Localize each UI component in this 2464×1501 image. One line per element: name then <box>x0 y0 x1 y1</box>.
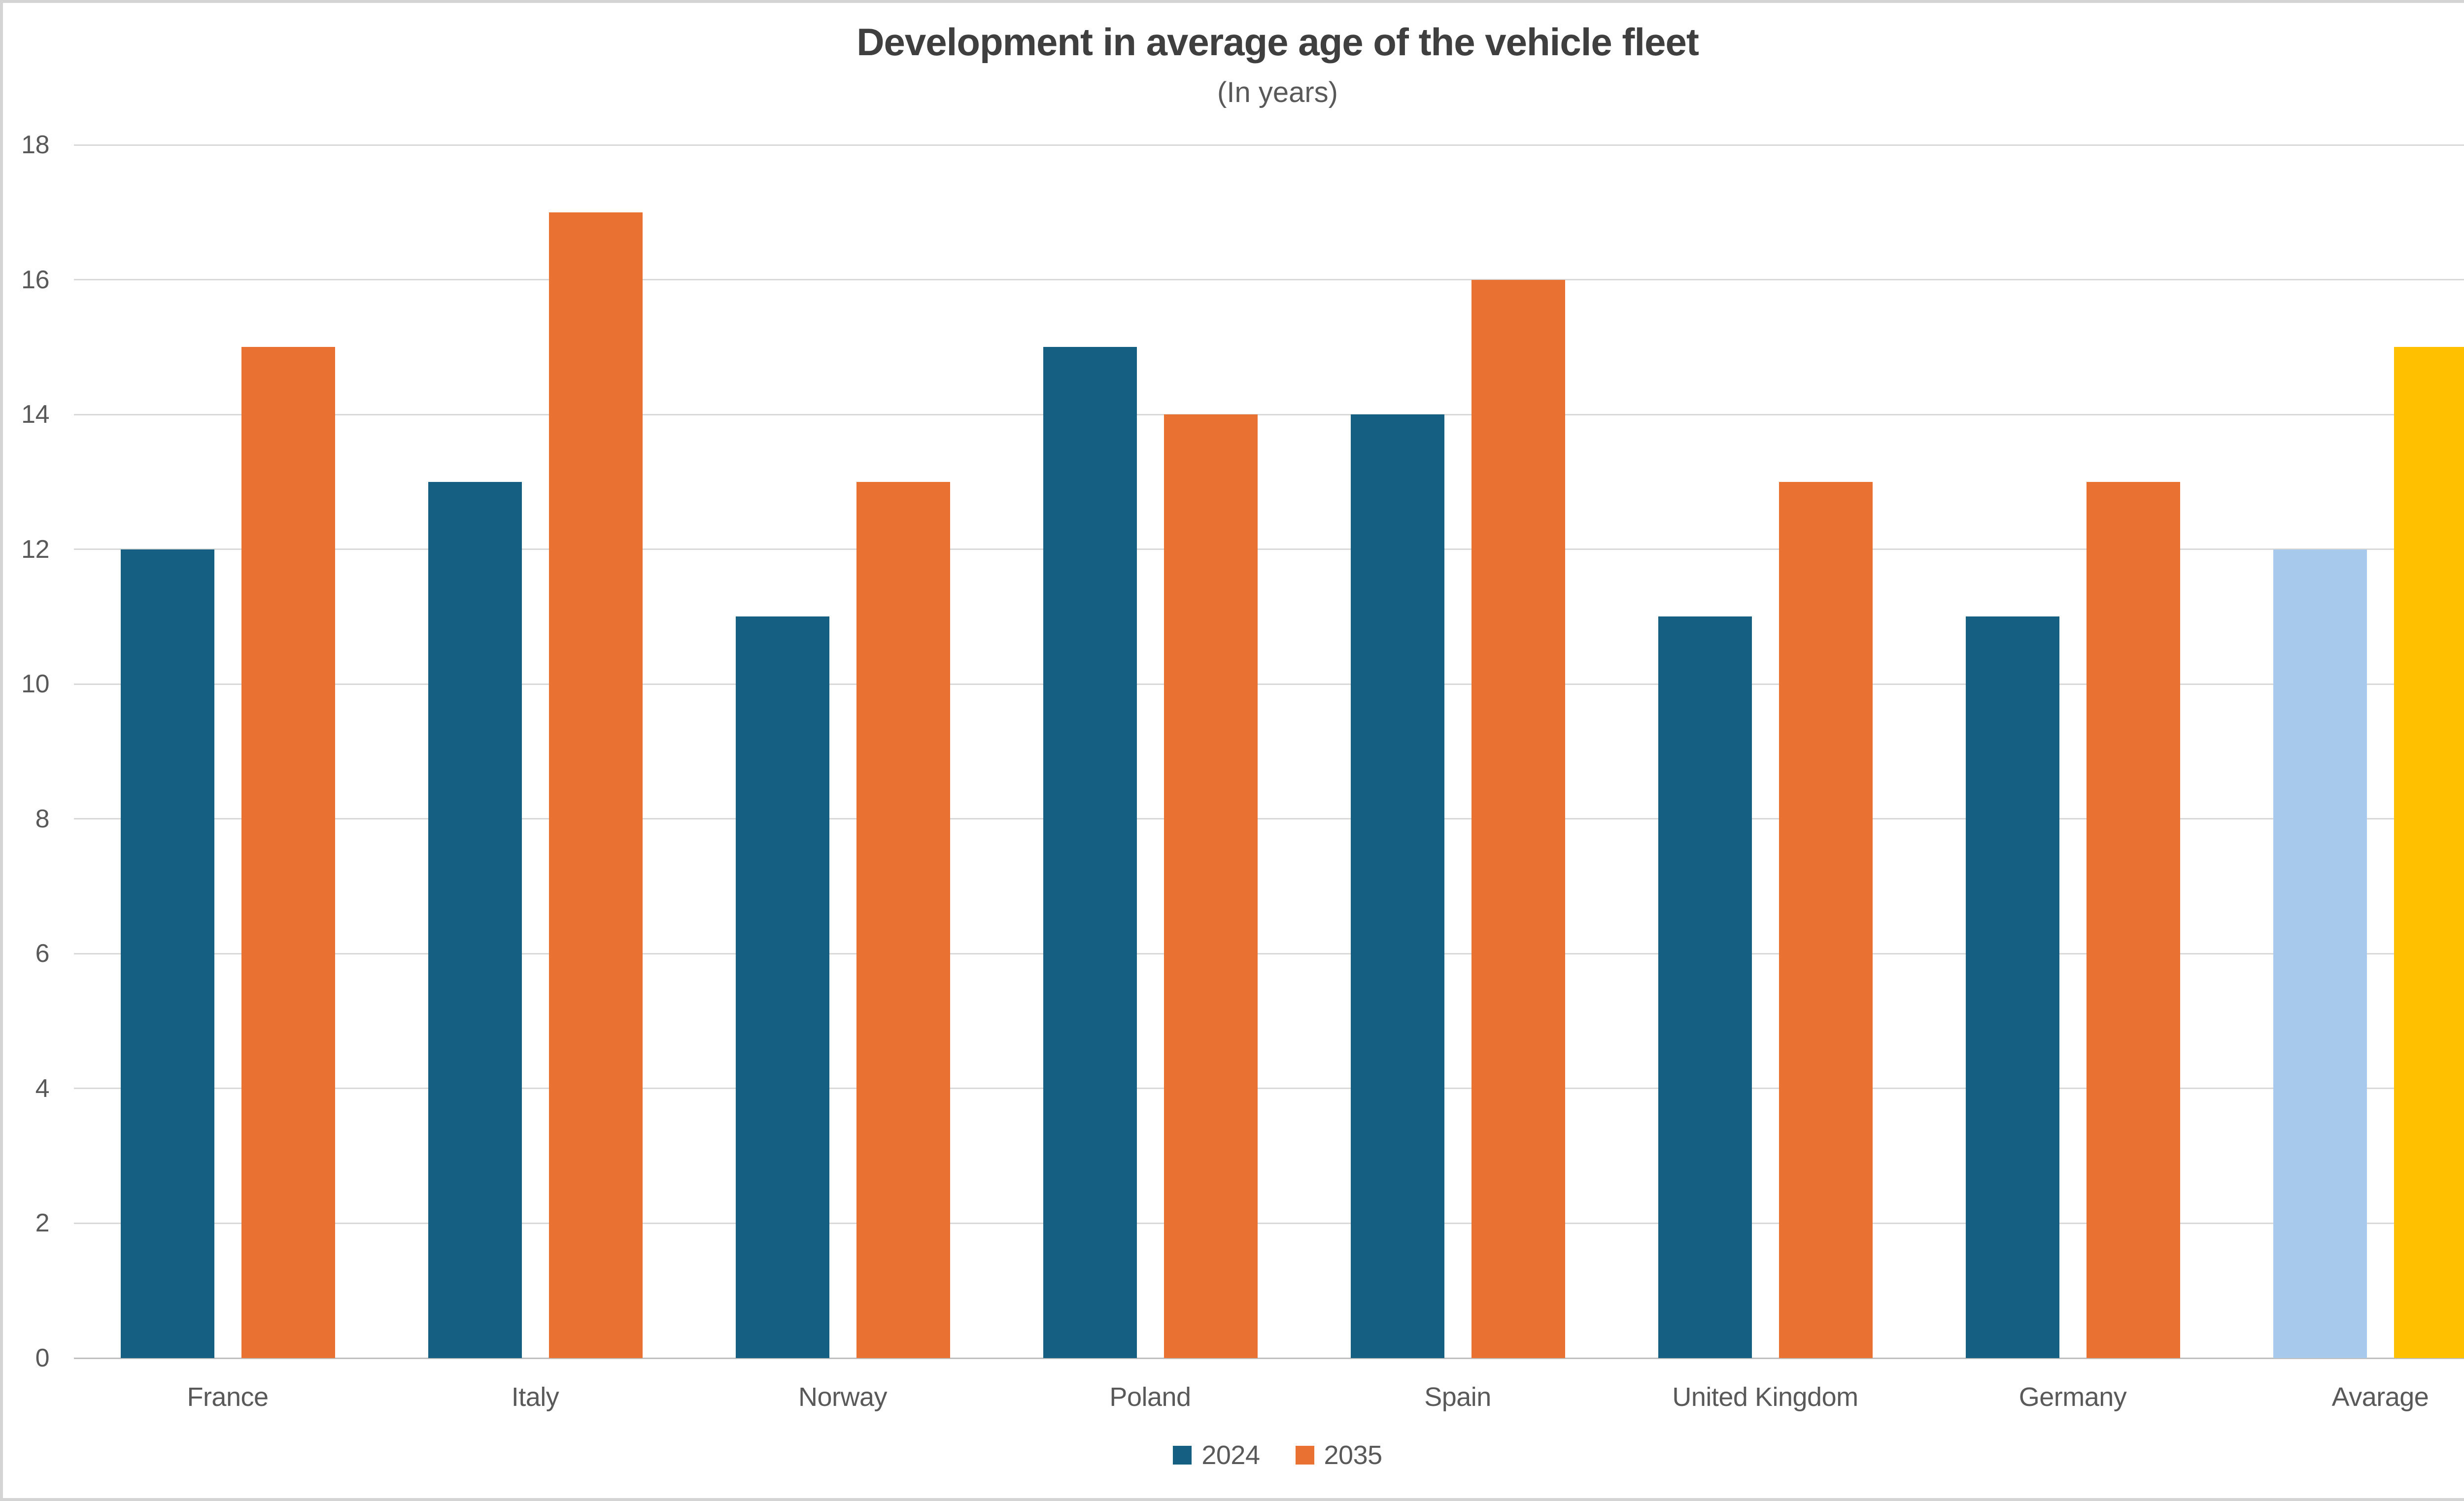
chart-subtitle: (In years) <box>1217 76 1338 108</box>
bar-united-kingdom-2035 <box>1779 481 1873 1358</box>
bar-spain-2035 <box>1471 279 1565 1358</box>
y-tick-label-18: 18 <box>21 131 49 159</box>
bar-france-2024 <box>120 549 214 1358</box>
bar-group-poland <box>996 145 1304 1358</box>
bar-germany-2024 <box>1965 616 2059 1358</box>
category-label-avarage: Avarage <box>2331 1382 2429 1412</box>
bar-group-united-kingdom <box>1611 145 1919 1358</box>
gridline-18 <box>74 144 2464 146</box>
bar-france-2035 <box>241 347 335 1358</box>
gridline-8 <box>74 818 2464 820</box>
x-axis-line <box>74 1357 2464 1359</box>
y-tick-label-8: 8 <box>35 804 50 833</box>
bar-group-france <box>74 145 381 1358</box>
category-label-italy: Italy <box>511 1382 559 1412</box>
category-label-norway: Norway <box>798 1382 888 1412</box>
category-label-spain: Spain <box>1424 1382 1491 1412</box>
bar-avarage-2035 <box>2394 347 2464 1358</box>
y-tick-label-0: 0 <box>35 1344 50 1372</box>
bar-group-norway <box>689 145 996 1358</box>
legend-label-2035: 2035 <box>1324 1440 1383 1470</box>
bar-group-spain <box>1304 145 1611 1358</box>
gridline-16 <box>74 279 2464 281</box>
legend-item-2035: 2035 <box>1295 1440 1383 1470</box>
y-tick-label-16: 16 <box>21 265 49 294</box>
bar-group-germany <box>1919 145 2226 1358</box>
bar-group-italy <box>381 145 689 1358</box>
bar-avarage-2024 <box>2273 549 2367 1358</box>
bar-spain-2024 <box>1350 414 1444 1358</box>
legend-swatch-2024 <box>1173 1446 1192 1465</box>
gridline-6 <box>74 953 2464 955</box>
category-label-poland: Poland <box>1109 1382 1191 1412</box>
bar-poland-2024 <box>1043 347 1137 1358</box>
y-tick-label-6: 6 <box>35 939 50 968</box>
legend-swatch-2035 <box>1295 1446 1314 1465</box>
bar-italy-2035 <box>548 212 643 1358</box>
bar-united-kingdom-2024 <box>1658 616 1752 1358</box>
gridline-14 <box>74 413 2464 415</box>
bar-group-avarage <box>2226 145 2464 1358</box>
y-tick-label-10: 10 <box>21 670 49 699</box>
bar-norway-2024 <box>735 616 829 1358</box>
y-tick-label-2: 2 <box>35 1209 50 1238</box>
chart-title: Development in average age of the vehicl… <box>856 20 1699 64</box>
y-tick-label-4: 4 <box>35 1074 50 1103</box>
gridline-2 <box>74 1222 2464 1224</box>
category-label-france: France <box>187 1382 269 1412</box>
bar-poland-2035 <box>1164 414 1258 1358</box>
bar-germany-2035 <box>2086 481 2180 1358</box>
bars-row <box>74 145 2464 1358</box>
gridline-12 <box>74 548 2464 550</box>
legend-item-2024: 2024 <box>1173 1440 1260 1470</box>
legend-label-2024: 2024 <box>1201 1440 1260 1470</box>
plot-area <box>74 144 2464 1359</box>
legend: 2024 2035 <box>3 1440 2464 1470</box>
category-label-united-kingdom: United Kingdom <box>1672 1382 1858 1412</box>
y-tick-label-14: 14 <box>21 400 49 429</box>
category-label-germany: Germany <box>2019 1382 2127 1412</box>
bar-italy-2024 <box>428 481 522 1358</box>
x-axis-category-labels: France Italy Norway Poland Spain United Kingd… <box>74 1382 2464 1412</box>
bar-norway-2035 <box>856 481 950 1358</box>
gridline-10 <box>74 683 2464 685</box>
y-axis-tick-labels: 0 2 4 6 8 10 12 14 16 18 <box>3 131 54 1372</box>
gridline-4 <box>74 1088 2464 1090</box>
y-tick-label-12: 12 <box>21 535 49 564</box>
